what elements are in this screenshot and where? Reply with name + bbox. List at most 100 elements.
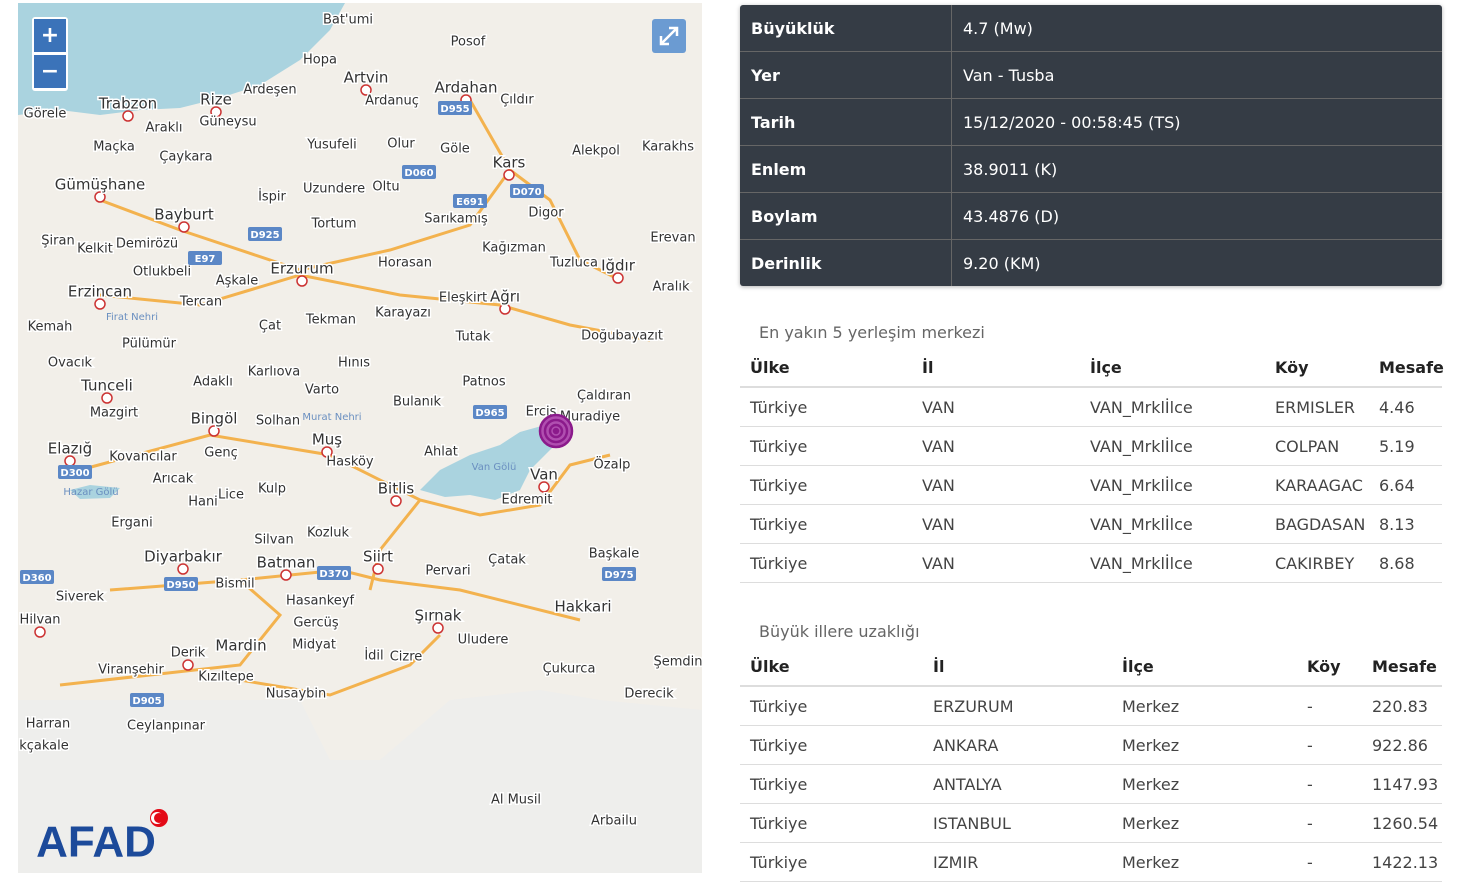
city-dot <box>432 622 444 634</box>
place-label: Silvan <box>254 533 293 548</box>
place-label: Eleşkirt <box>439 291 487 306</box>
place-label: Yusufeli <box>306 138 357 153</box>
table-cell: 922.86 <box>1372 735 1428 755</box>
place-label: Nusaybin <box>266 687 327 702</box>
place-label: Maçka <box>93 140 135 155</box>
place-label: Erzurum <box>270 260 333 278</box>
table-cell: Türkiye <box>750 553 808 573</box>
table-cell: 8.68 <box>1379 553 1415 573</box>
place-label: Tekman <box>305 313 356 328</box>
zoom-out[interactable] <box>34 55 66 88</box>
table-cell: VAN <box>922 475 955 495</box>
table-cell: VAN <box>922 397 955 417</box>
place-label: Hasankeyf <box>286 594 354 609</box>
road-badge <box>510 184 544 198</box>
table-row: Türkiye VAN VAN_Mrklİlce CAKIRBEY 8.68 <box>740 544 1442 583</box>
column-header: Köy <box>1307 656 1341 676</box>
place-label: Hopa <box>303 53 337 68</box>
summary-row: Tarih 15/12/2020 - 00:58:45 (TS) <box>740 99 1442 146</box>
place-label: Uludere <box>458 633 509 648</box>
place-label: Çukurca <box>543 662 596 677</box>
summary-row: Boylam 43.4876 (D) <box>740 193 1442 240</box>
summary-key: Büyüklük <box>740 5 952 51</box>
table-cell: VAN <box>922 514 955 534</box>
summary-value: Van - Tusba <box>963 65 1055 85</box>
road-label: D965 <box>475 408 504 419</box>
city-dot <box>372 563 384 575</box>
table-cell: 5.19 <box>1379 436 1415 456</box>
city-dot <box>390 495 402 507</box>
place-label: Tutak <box>455 330 491 345</box>
place-label: Tunceli <box>80 377 133 395</box>
road-label: D300 <box>60 468 89 479</box>
table-cell: ANTALYA <box>933 774 1002 794</box>
summary-key: Tarih <box>740 99 952 145</box>
water-label: Van Gölü <box>472 462 517 473</box>
place-label: Derik <box>171 646 206 661</box>
panel: Büyüklük 4.7 (Mw) Yer Van - Tusba Tarih 15/12… <box>740 5 1444 882</box>
map: Bat'umi Posof Hopa Artvin Ardahan Ardeşen Arda… <box>18 3 702 873</box>
place-label: Oltu <box>372 180 399 195</box>
place-label: Karakhs <box>642 140 694 155</box>
place-label: İdil <box>364 648 383 664</box>
place-label: Hakkari <box>554 598 611 616</box>
summary-value: 4.7 (Mw) <box>963 18 1033 38</box>
table-cell: 1422.13 <box>1372 852 1439 872</box>
place-label: Viranşehir <box>98 663 164 678</box>
place-label: Şemdin <box>653 655 702 670</box>
table-cell: VAN <box>922 436 955 456</box>
place-label: Al Musil <box>491 793 541 808</box>
place-label: Otlukbeli <box>133 265 191 280</box>
place-label: Sarıkamış <box>424 212 488 227</box>
place-label: Aşkale <box>216 274 259 289</box>
road-badge <box>248 227 282 241</box>
zoom-in[interactable] <box>34 19 66 52</box>
table-cell: Türkiye <box>750 813 808 833</box>
place-label: Çaykara <box>159 150 212 165</box>
table-cell: 220.83 <box>1372 696 1428 716</box>
table-cell: Türkiye <box>750 852 808 872</box>
column-header: İl <box>922 357 934 377</box>
column-header: Mesafe <box>1372 656 1437 676</box>
fullscreen-button[interactable] <box>652 19 686 53</box>
table-cell: CAKIRBEY <box>1275 553 1355 573</box>
place-label: kçakale <box>19 739 69 754</box>
place-label: Horasan <box>378 256 432 271</box>
place-label: Kelkit <box>77 242 113 257</box>
zoom-out-label[interactable]: − <box>41 59 59 84</box>
place-label: Göle <box>440 142 470 157</box>
city-dot <box>280 569 292 581</box>
city-dot <box>538 481 550 493</box>
place-label: Harran <box>26 717 70 732</box>
summary-key: Enlem <box>740 146 952 192</box>
place-label: Hilvan <box>20 613 61 628</box>
table-cell: ANKARA <box>933 735 999 755</box>
column-header: Ülke <box>750 656 790 676</box>
table-cell: VAN_Mrklİlce <box>1090 397 1193 417</box>
earthquake-marker[interactable] <box>538 413 574 449</box>
table-row: Türkiye VAN VAN_Mrklİlce KARAAGAC 6.64 <box>740 466 1442 505</box>
table-row: Türkiye ERZURUM Merkez - 220.83 <box>740 687 1442 726</box>
place-label: Siverek <box>56 590 105 605</box>
place-label: Güneysu <box>199 115 256 130</box>
place-label: Iğdır <box>601 257 636 275</box>
table-cell: - <box>1307 852 1313 872</box>
table-cell: Türkiye <box>750 735 808 755</box>
water-label: Murat Nehri <box>302 412 361 423</box>
place-label: Bat'umi <box>323 13 373 28</box>
zoom-in-label[interactable]: + <box>41 23 59 48</box>
place-label: Ardahan <box>434 79 497 97</box>
table-cell: 4.46 <box>1379 397 1415 417</box>
road-badge <box>402 165 436 179</box>
place-label: Muradiye <box>560 410 620 425</box>
table-cell: Türkiye <box>750 696 808 716</box>
place-label: Görele <box>24 107 67 122</box>
table-cell: - <box>1307 735 1313 755</box>
road-badge <box>130 693 164 707</box>
place-label: Çatak <box>488 553 526 568</box>
table-row: Türkiye VAN VAN_Mrklİlce ERMISLER 4.46 <box>740 388 1442 427</box>
place-label: Siirt <box>363 548 393 566</box>
table-row: Türkiye VAN VAN_Mrklİlce COLPAN 5.19 <box>740 427 1442 466</box>
place-label: Derecik <box>624 687 674 702</box>
table-row: Türkiye IZMIR Merkez - 1422.13 <box>740 843 1442 882</box>
